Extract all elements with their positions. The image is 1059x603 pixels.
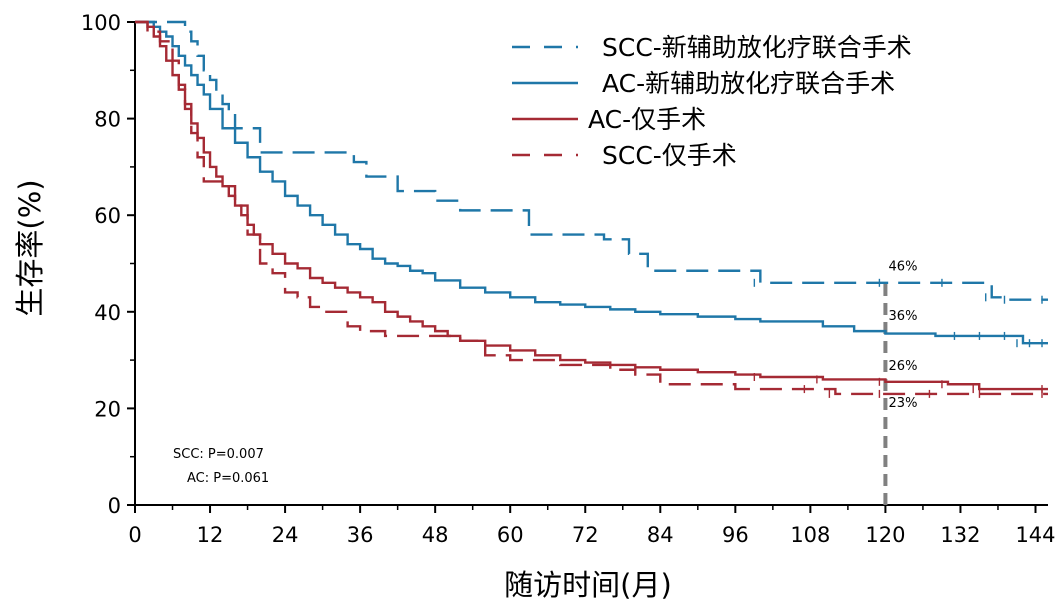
legend: SCC-新辅助放化疗联合手术 AC-新辅助放化疗联合手术 AC-仅手术 SCC-仅手术 [512,33,912,170]
x-tick-label: 48 [422,523,449,547]
y-tick-label: 100 [81,11,121,35]
y-tick-label: 40 [94,301,121,325]
x-tick-label: 12 [197,523,224,547]
legend-label-0: SCC-新辅助放化疗联合手术 [602,33,912,62]
y-axis-title: 生存率(%) [13,179,47,316]
legend-label-2: AC-仅手术 [588,105,706,134]
y-tick-label: 20 [94,397,121,421]
x-tick-label: 36 [347,523,374,547]
y-tick-label: 80 [94,108,121,132]
legend-label-3: SCC-仅手术 [602,141,737,170]
y-ticks: 0 20 40 60 80 100 [81,11,135,518]
x-tick-label: 120 [865,523,905,547]
x-tick-label: 72 [572,523,599,547]
x-tick-label: 0 [128,523,141,547]
series-layer [135,20,1048,398]
series-line-0 [135,20,1048,301]
p-value-scc: SCC: P=0.007 [173,447,264,462]
annotation-label-0: 46% [889,260,918,275]
p-value-ac: AC: P=0.061 [187,471,269,486]
x-tick-label: 144 [1015,523,1055,547]
x-tick-label: 60 [497,523,524,547]
x-tick-label: 132 [940,523,980,547]
y-tick-label: 60 [94,204,121,228]
y-tick-label: 0 [108,494,121,518]
series-line-2 [135,20,1048,391]
x-axis-title: 随访时间(月) [504,568,672,602]
x-tick-label: 84 [647,523,674,547]
plot-area: 0 20 40 60 80 100 0 12 24 36 48 60 72 84 96 108 120 132 1… [81,11,1056,547]
annotation-label-2: 26% [889,359,918,374]
x-tick-label: 108 [790,523,830,547]
p-values: SCC: P=0.007 AC: P=0.061 [173,447,269,486]
x-tick-label: 96 [722,523,749,547]
legend-label-1: AC-新辅助放化疗联合手术 [602,69,895,98]
x-tick-label: 24 [272,523,299,547]
x-ticks: 0 12 24 36 48 60 72 84 96 108 120 132 144 [128,505,1056,547]
series-line-3 [135,20,1048,396]
annotation-label-3: 23% [889,396,918,411]
series-line-1 [135,20,1048,345]
annotation-label-1: 36% [889,309,918,324]
annotation-layer: 46% 36% 26% 23% [889,260,918,411]
